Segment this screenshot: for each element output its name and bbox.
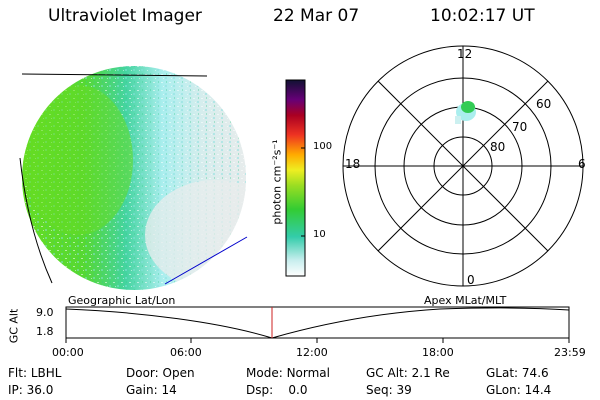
x-tick-1800: 18:00 [422,346,454,359]
instrument-title: Ultraviolet Imager [48,6,202,26]
mlt-label-12: 12 [457,47,473,61]
time-label: 10:02:17 UT [430,6,535,26]
mlt-label-0: 0 [467,273,475,287]
info-door: Door: Open [126,366,195,380]
auroral-spot [461,101,475,113]
info-ip: IP: 36.0 [8,383,54,397]
x-tick-1200: 12:00 [296,346,328,359]
timeline-right-title: Apex MLat/MLT [424,294,507,307]
info-dsp: Dsp: 0.0 [246,383,308,397]
date-label: 22 Mar 07 [273,6,360,26]
info-glat: GLat: 74.6 [486,366,549,380]
limb-line-left [19,157,53,284]
info-seq: Seq: 39 [366,383,412,397]
mlt-label-18: 18 [345,157,361,171]
colorbar-tick-100: 100 [313,141,333,152]
lat-label-60: 60 [536,97,552,111]
x-tick-2359: 23:59 [554,346,586,359]
limb-line-blue [164,236,248,285]
info-mode: Mode: Normal [246,366,330,380]
info-gain: Gain: 14 [126,383,177,397]
x-tick-0000: 00:00 [52,346,84,359]
timeline-frame [65,306,570,339]
mlt-label-6: 6 [578,157,586,171]
lat-label-70: 70 [512,120,528,134]
info-gc-alt: GC Alt: 2.1 Re [366,366,450,380]
colorbar-tick-10: 10 [313,229,326,240]
lat-label-80: 80 [490,140,506,154]
timeline-y-min: 1.8 [36,325,54,338]
altitude-curve [65,307,570,339]
timeline-y-max: 9.0 [36,306,54,319]
timeline-left-title: Geographic Lat/Lon [68,294,176,307]
info-flt: Flt: LBHL [8,366,62,380]
info-glon: GLon: 14.4 [486,383,552,397]
limb-line-top [21,73,208,77]
x-tick-0600: 06:00 [170,346,202,359]
